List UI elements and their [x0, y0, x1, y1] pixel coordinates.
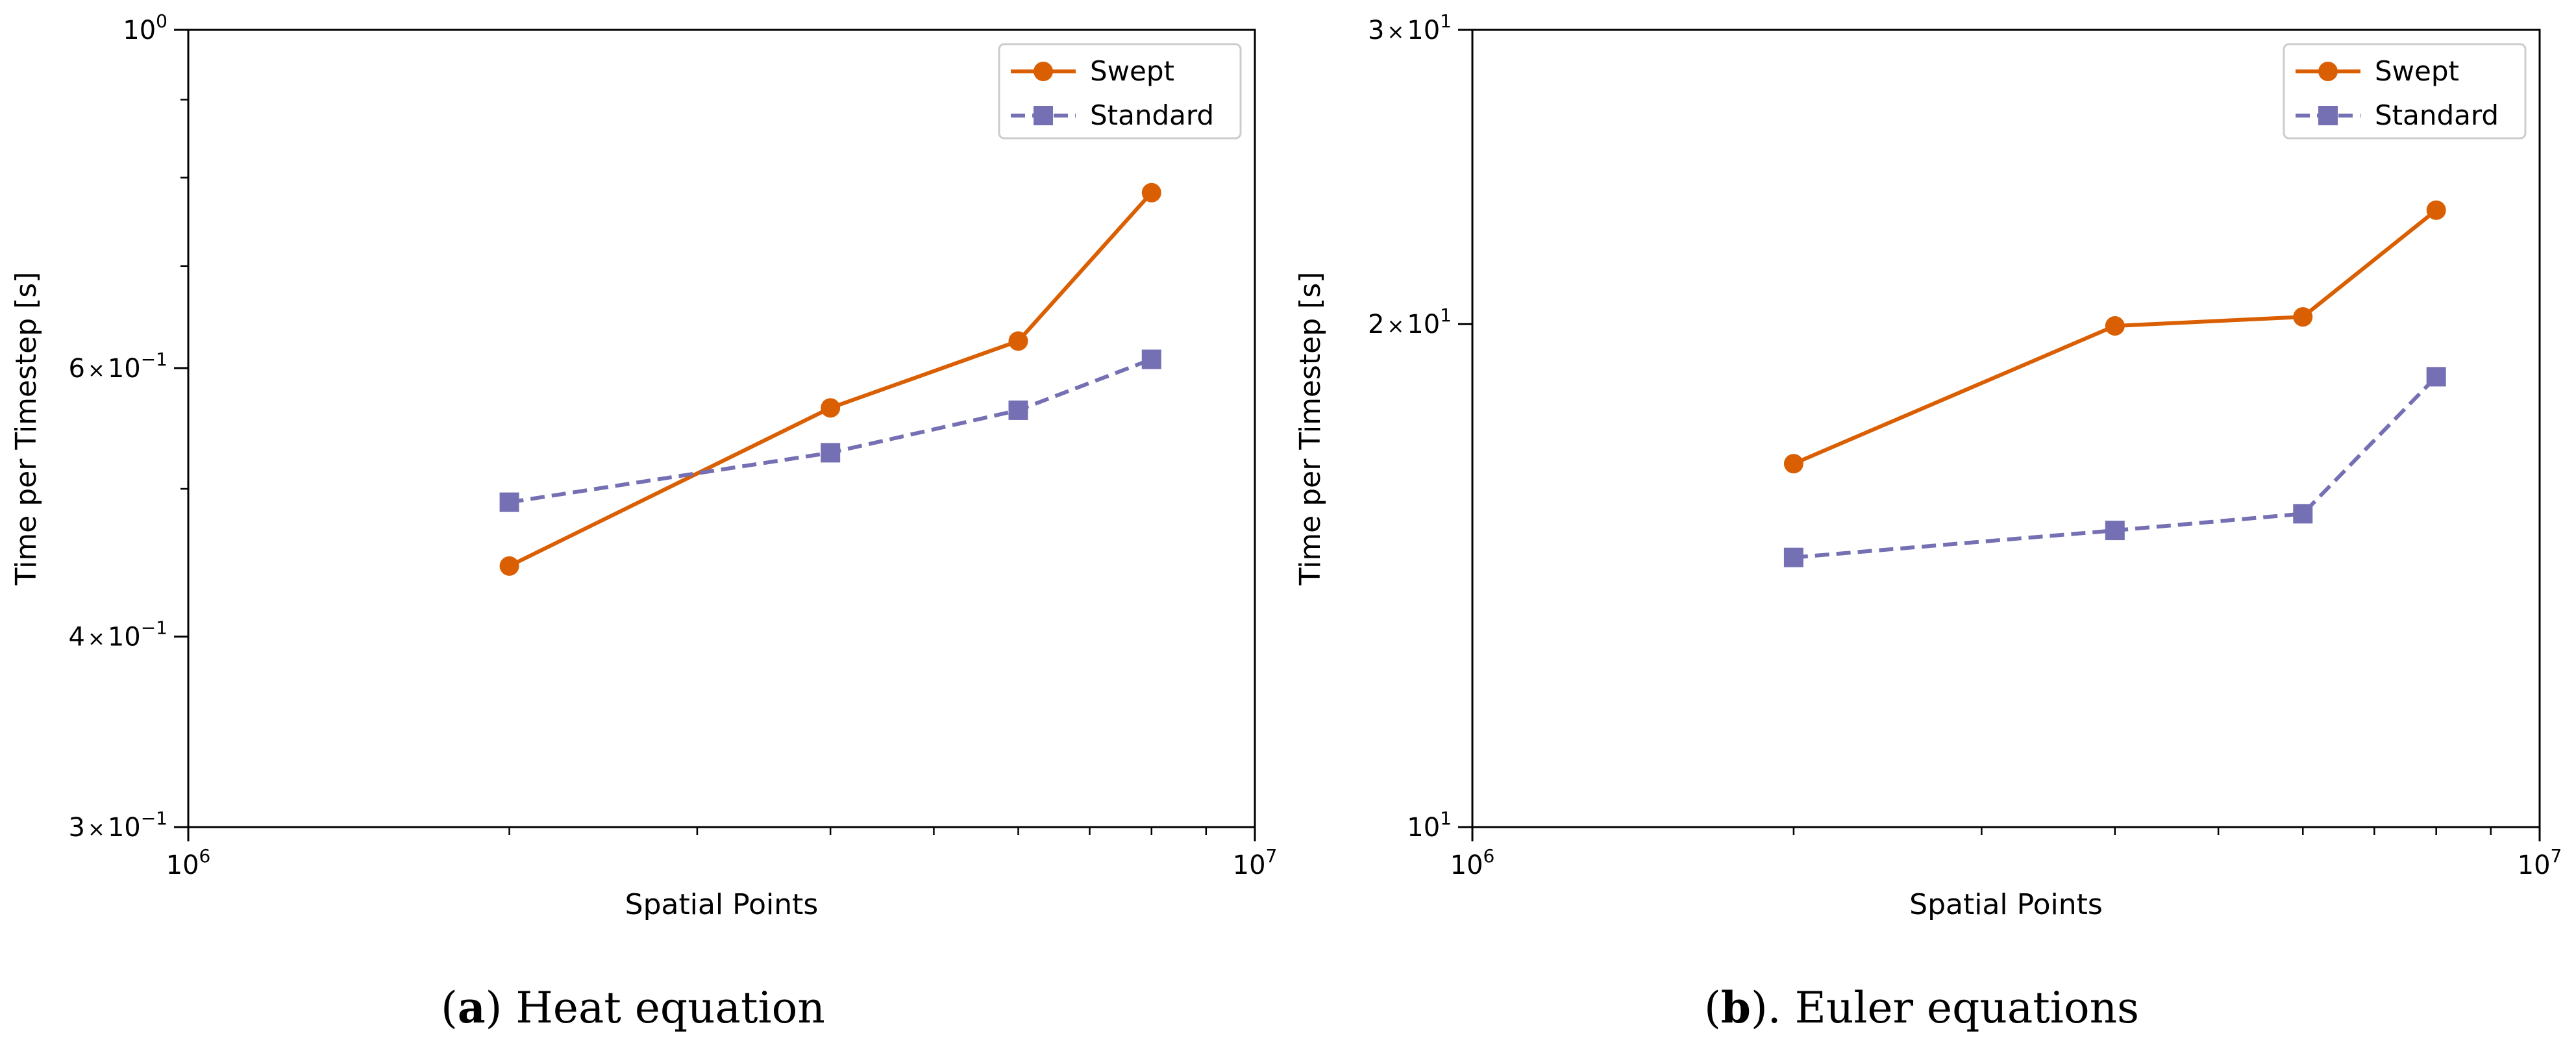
legend: Swept Standard: [2283, 43, 2527, 140]
x-axis-label: Spatial Points: [625, 888, 819, 921]
legend-marker: [2318, 62, 2338, 81]
panel-caption: (a) Heat equation: [441, 982, 825, 1033]
y-tick-label: 101: [1407, 808, 1452, 843]
data-point-standard: [1141, 349, 1161, 369]
data-point-swept: [499, 556, 519, 576]
legend-label: Swept: [1090, 55, 1174, 87]
legend-marker: [2318, 106, 2338, 125]
data-point-swept: [821, 398, 841, 418]
data-point-swept: [2105, 316, 2125, 336]
data-point-standard: [1008, 400, 1028, 420]
legend-label: Swept: [2375, 55, 2459, 87]
y-tick-label: 3 × 10−1: [69, 808, 167, 843]
series-line-standard: [1793, 375, 2438, 560]
legend-label: Standard: [1090, 99, 1214, 131]
data-point-standard: [1783, 547, 1803, 567]
data-point-standard: [821, 443, 841, 463]
plot-frame: [1471, 29, 2541, 828]
data-point-standard: [2105, 521, 2125, 541]
data-point-standard: [2426, 367, 2446, 387]
y-tick-label: 2 × 101: [1368, 304, 1452, 340]
data-point-swept: [1141, 182, 1161, 203]
y-tick-label: 100: [123, 10, 167, 45]
chart-panel-1: 106 107 3 × 10−1 4 × 10−1 6 × 10−1 100 Spatial Point…: [10, 10, 1277, 1033]
series-line-swept: [1792, 208, 2438, 466]
x-tick-label: 106: [1450, 845, 1495, 880]
series-line-standard: [509, 357, 1152, 504]
legend: Swept Standard: [998, 43, 1242, 140]
panel-caption: (b). Euler equations: [1704, 982, 2139, 1033]
data-point-swept: [1783, 454, 1803, 474]
y-axis-label: Time per Timestep [s]: [1294, 272, 1327, 586]
data-point-standard: [2293, 504, 2313, 524]
data-point-swept: [1008, 331, 1028, 351]
legend-label: Standard: [2375, 99, 2499, 131]
data-point-swept: [2426, 200, 2446, 220]
x-tick-label: 107: [2518, 845, 2562, 880]
y-tick-label: 6 × 10−1: [69, 349, 167, 384]
x-tick-label: 107: [1233, 845, 1278, 880]
legend-marker: [1034, 106, 1053, 125]
x-axis-label: Spatial Points: [1909, 888, 2103, 921]
y-tick-label: 4 × 10−1: [69, 617, 167, 652]
plot-frame: [187, 29, 1256, 828]
x-tick-label: 106: [166, 845, 211, 880]
legend-marker: [1034, 62, 1053, 81]
y-axis-label: Time per Timestep [s]: [10, 272, 43, 586]
data-point-swept: [2293, 307, 2313, 327]
chart-panel-2: 106 107 101 2 × 101 3 × 101 Spatial Points Time pe…: [1294, 10, 2562, 1033]
series-line-swept: [508, 191, 1154, 568]
data-point-standard: [499, 492, 519, 512]
y-tick-label: 3 × 101: [1368, 10, 1452, 45]
